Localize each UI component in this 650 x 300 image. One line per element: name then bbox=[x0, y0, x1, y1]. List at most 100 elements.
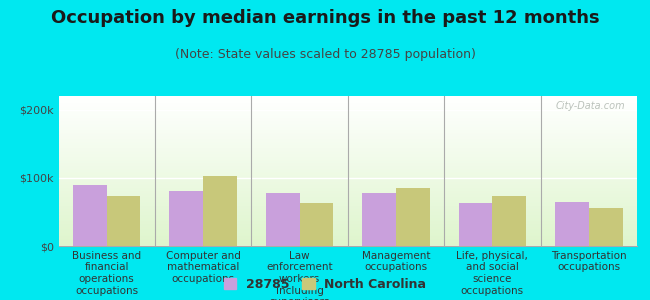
Bar bbox=[58, 156, 637, 158]
Bar bbox=[58, 150, 637, 152]
Bar bbox=[58, 108, 637, 110]
Bar bbox=[58, 103, 637, 105]
Bar bbox=[58, 132, 637, 134]
Bar bbox=[58, 200, 637, 201]
Bar bbox=[58, 144, 637, 146]
Bar bbox=[58, 202, 637, 204]
Bar bbox=[58, 126, 637, 128]
Bar bbox=[58, 135, 637, 136]
Bar bbox=[58, 208, 637, 210]
Bar bbox=[58, 111, 637, 112]
Text: Occupation by median earnings in the past 12 months: Occupation by median earnings in the pas… bbox=[51, 9, 599, 27]
Bar bbox=[203, 176, 237, 246]
Bar bbox=[58, 236, 637, 237]
Bar bbox=[58, 117, 637, 118]
Bar bbox=[58, 124, 637, 126]
Bar bbox=[58, 240, 637, 242]
Bar bbox=[58, 168, 637, 170]
Bar bbox=[58, 130, 637, 132]
Bar bbox=[58, 171, 637, 172]
Bar bbox=[58, 244, 637, 246]
Bar bbox=[58, 204, 637, 206]
Bar bbox=[266, 193, 300, 246]
Bar bbox=[555, 202, 589, 246]
Bar bbox=[58, 224, 637, 225]
Text: (Note: State values scaled to 28785 population): (Note: State values scaled to 28785 popu… bbox=[175, 48, 475, 61]
Bar bbox=[58, 169, 637, 171]
Bar bbox=[362, 193, 396, 246]
Text: City-Data.com: City-Data.com bbox=[556, 100, 625, 110]
Bar bbox=[58, 222, 637, 224]
Bar bbox=[58, 122, 637, 123]
Bar bbox=[58, 192, 637, 194]
Legend: 28785, North Carolina: 28785, North Carolina bbox=[224, 278, 426, 291]
Bar bbox=[396, 188, 430, 246]
Bar bbox=[58, 194, 637, 195]
Bar bbox=[58, 123, 637, 124]
Bar bbox=[58, 152, 637, 153]
Bar bbox=[58, 226, 637, 228]
Bar bbox=[58, 218, 637, 219]
Bar bbox=[58, 220, 637, 222]
Bar bbox=[58, 99, 637, 100]
Bar bbox=[58, 228, 637, 230]
Bar bbox=[58, 230, 637, 231]
Bar bbox=[58, 195, 637, 196]
Bar bbox=[73, 184, 107, 246]
Bar bbox=[107, 196, 140, 246]
Bar bbox=[58, 128, 637, 129]
Bar bbox=[58, 114, 637, 116]
Bar bbox=[58, 242, 637, 243]
Bar bbox=[493, 196, 526, 246]
Bar bbox=[58, 184, 637, 186]
Bar bbox=[58, 232, 637, 234]
Bar bbox=[58, 243, 637, 244]
Bar bbox=[170, 191, 203, 246]
Bar bbox=[58, 188, 637, 189]
Bar bbox=[58, 237, 637, 238]
Bar bbox=[58, 176, 637, 177]
Bar bbox=[58, 207, 637, 208]
Bar bbox=[58, 165, 637, 166]
Bar bbox=[58, 147, 637, 148]
Bar bbox=[58, 167, 637, 168]
Bar bbox=[58, 160, 637, 162]
Bar bbox=[58, 238, 637, 240]
Bar bbox=[58, 98, 637, 99]
Bar bbox=[58, 219, 637, 220]
Bar bbox=[58, 110, 637, 111]
Bar bbox=[58, 140, 637, 141]
Bar bbox=[58, 216, 637, 218]
Bar bbox=[58, 210, 637, 212]
Bar bbox=[58, 178, 637, 180]
Bar bbox=[58, 148, 637, 150]
Bar bbox=[58, 198, 637, 200]
Bar bbox=[58, 134, 637, 135]
Bar bbox=[58, 212, 637, 213]
Bar bbox=[58, 112, 637, 114]
Bar bbox=[58, 225, 637, 226]
Bar bbox=[58, 190, 637, 192]
Bar bbox=[58, 189, 637, 190]
Bar bbox=[58, 154, 637, 156]
Bar bbox=[58, 142, 637, 144]
Bar bbox=[58, 120, 637, 122]
Bar bbox=[58, 116, 637, 117]
Bar bbox=[300, 203, 333, 246]
Bar bbox=[58, 158, 637, 159]
Bar bbox=[58, 129, 637, 130]
Bar bbox=[58, 174, 637, 176]
Bar bbox=[58, 118, 637, 120]
Bar bbox=[58, 138, 637, 140]
Bar bbox=[58, 136, 637, 138]
Bar bbox=[58, 164, 637, 165]
Bar bbox=[58, 153, 637, 154]
Bar bbox=[58, 105, 637, 106]
Bar bbox=[58, 162, 637, 164]
Bar bbox=[58, 100, 637, 102]
Bar bbox=[58, 102, 637, 104]
Bar bbox=[58, 177, 637, 178]
Bar bbox=[58, 201, 637, 202]
Bar bbox=[58, 206, 637, 207]
Bar bbox=[58, 146, 637, 147]
